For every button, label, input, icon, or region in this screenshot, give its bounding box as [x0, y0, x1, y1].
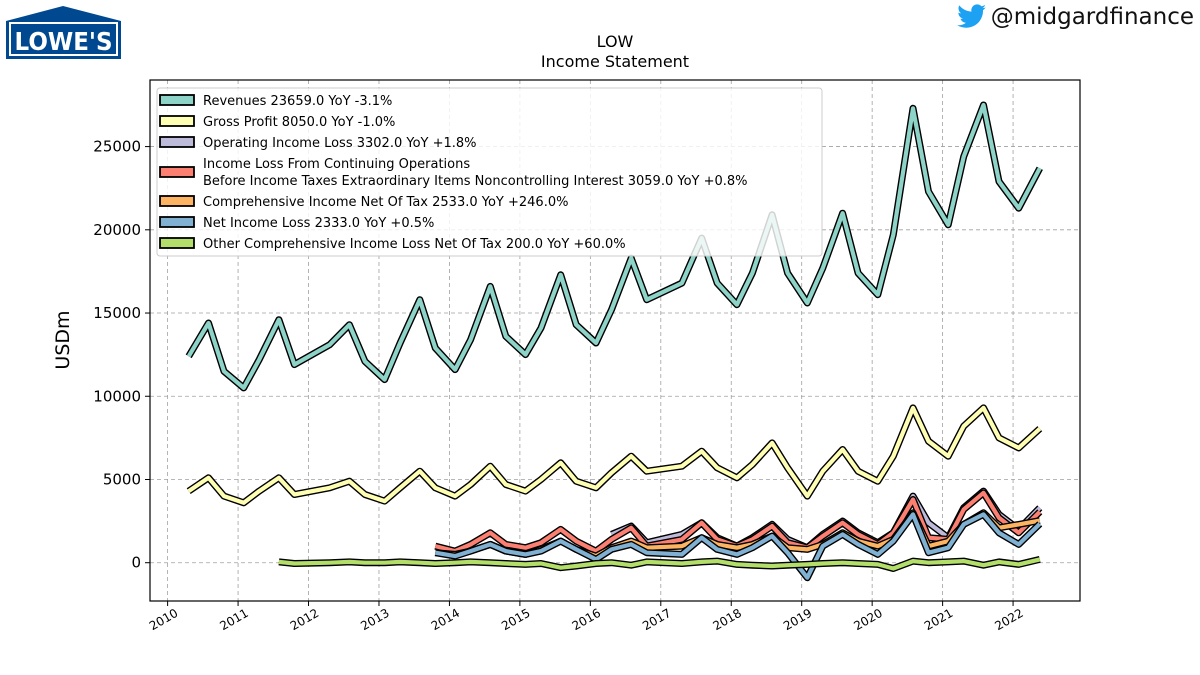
series-0: [185, 101, 1043, 392]
lowes-logo: LOWE'S: [6, 6, 121, 59]
series-line: [186, 102, 1042, 390]
legend-label: Income Loss From Continuing Operations: [203, 157, 470, 172]
x-tick-label: 2021: [922, 606, 955, 633]
x-tick-label: 2015: [499, 606, 532, 633]
legend-swatch: [159, 216, 195, 228]
legend-label: Before Income Taxes Extraordinary Items …: [203, 174, 748, 189]
plot-frame: [149, 79, 1081, 602]
series-line: [278, 557, 1041, 571]
legend-swatch: [159, 94, 195, 106]
x-tick-label: 2020: [851, 606, 884, 633]
x-tick-label: 2011: [217, 606, 250, 633]
logo-text: LOWE'S: [15, 27, 113, 56]
y-tick-label: 15000: [93, 304, 141, 322]
y-tick-label: 25000: [93, 138, 141, 156]
legend-label: Other Comprehensive Income Loss Net Of T…: [203, 237, 626, 252]
y-tick-label: 5000: [103, 470, 141, 488]
chart-title-block: LOW Income Statement: [0, 32, 1200, 72]
x-tick-label: 2018: [711, 606, 744, 633]
chart-subtitle: Income Statement: [540, 52, 690, 71]
x-tick-label: 2010: [147, 606, 180, 633]
x-tick-label: 2019: [781, 606, 814, 633]
chart-title: LOW: [596, 32, 634, 51]
x-tick-label: 2017: [640, 606, 673, 633]
legend-label: Operating Income Loss 3302.0 YoY +1.8%: [203, 136, 477, 151]
twitter-attribution: @midgardfinance: [956, 2, 1194, 32]
legend-swatch: [159, 237, 195, 249]
x-tick-label: 2012: [288, 606, 321, 633]
legend-swatch: [159, 195, 195, 207]
twitter-bird-icon: [956, 4, 986, 28]
y-tick-label: 10000: [93, 387, 141, 405]
twitter-handle: @midgardfinance: [990, 4, 1194, 30]
x-tick-label: 2022: [992, 606, 1025, 633]
y-axis-label: USDm: [52, 310, 74, 369]
legend-swatch: [159, 115, 195, 127]
legend-box: [156, 87, 823, 257]
series-6: [278, 555, 1041, 572]
series-line: [187, 405, 1042, 505]
legend-label: Net Income Loss 2333.0 YoY +0.5%: [203, 216, 434, 231]
series-5: [434, 510, 1043, 582]
legend-swatch: [159, 136, 195, 148]
series-lines: [185, 101, 1043, 582]
legend-swatch: [159, 166, 195, 178]
x-tick-label: 2013: [358, 606, 391, 633]
logo-house-shape: [6, 6, 121, 59]
legend: Revenues 23659.0 YoY -3.1% Gross Profit 8…: [156, 87, 823, 257]
legend-label: Revenues 23659.0 YoY -3.1%: [203, 94, 392, 109]
y-tick-label: 20000: [93, 221, 141, 239]
legend-label: Comprehensive Income Net Of Tax 2533.0 Y…: [203, 195, 568, 210]
y-tick-label: 0: [131, 554, 141, 572]
series-1: [186, 404, 1043, 507]
x-tick-label: 2016: [570, 606, 603, 633]
series-line: [434, 512, 1042, 580]
legend-label: Gross Profit 8050.0 YoY -1.0%: [203, 115, 395, 130]
x-tick-label: 2014: [429, 606, 462, 633]
